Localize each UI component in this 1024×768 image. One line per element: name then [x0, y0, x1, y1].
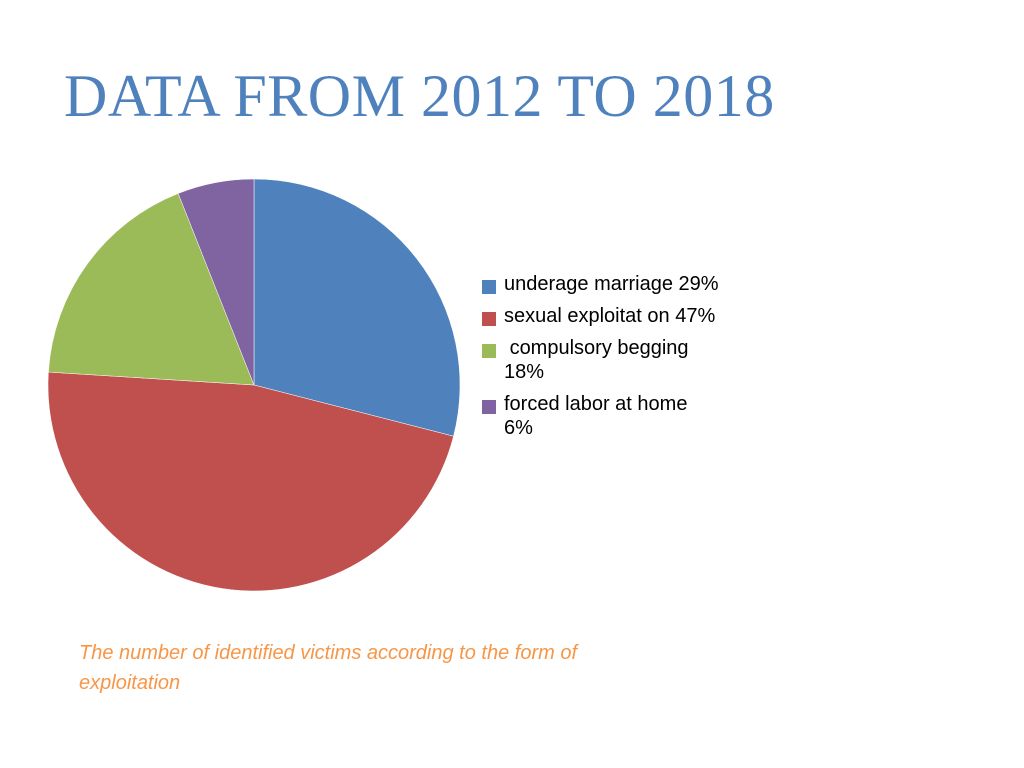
legend-label-0: underage marriage 29% [504, 273, 719, 295]
pie-slice-2 [48, 193, 255, 386]
legend-swatch-3 [482, 400, 496, 414]
pie-slice-1 [47, 371, 454, 592]
chart-legend: underage marriage 29% sexual exploitat on… [480, 272, 720, 448]
legend-label-1: sexual exploitat on 47% [504, 305, 716, 327]
chart-caption: The number of identified victims accordi… [79, 642, 578, 694]
pie-slice-3 [177, 178, 255, 386]
legend-item-2: compulsory begging 18% [480, 336, 720, 384]
legend-item-0: underage marriage 29% [480, 272, 720, 296]
slide-title: DATA FROM 2012 TO 2018 [64, 63, 775, 129]
legend-swatch-2 [482, 344, 496, 358]
pie-slices [47, 178, 461, 592]
legend-item-1: sexual exploitat on 47% [480, 304, 720, 328]
pie-slice-0 [253, 178, 461, 437]
legend-swatch-0 [482, 280, 496, 294]
legend-label-3: forced labor at home 6% [504, 393, 693, 439]
legend-swatch-1 [482, 312, 496, 326]
legend-item-3: forced labor at home 6% [480, 392, 720, 440]
legend-label-2: compulsory begging 18% [504, 337, 695, 383]
